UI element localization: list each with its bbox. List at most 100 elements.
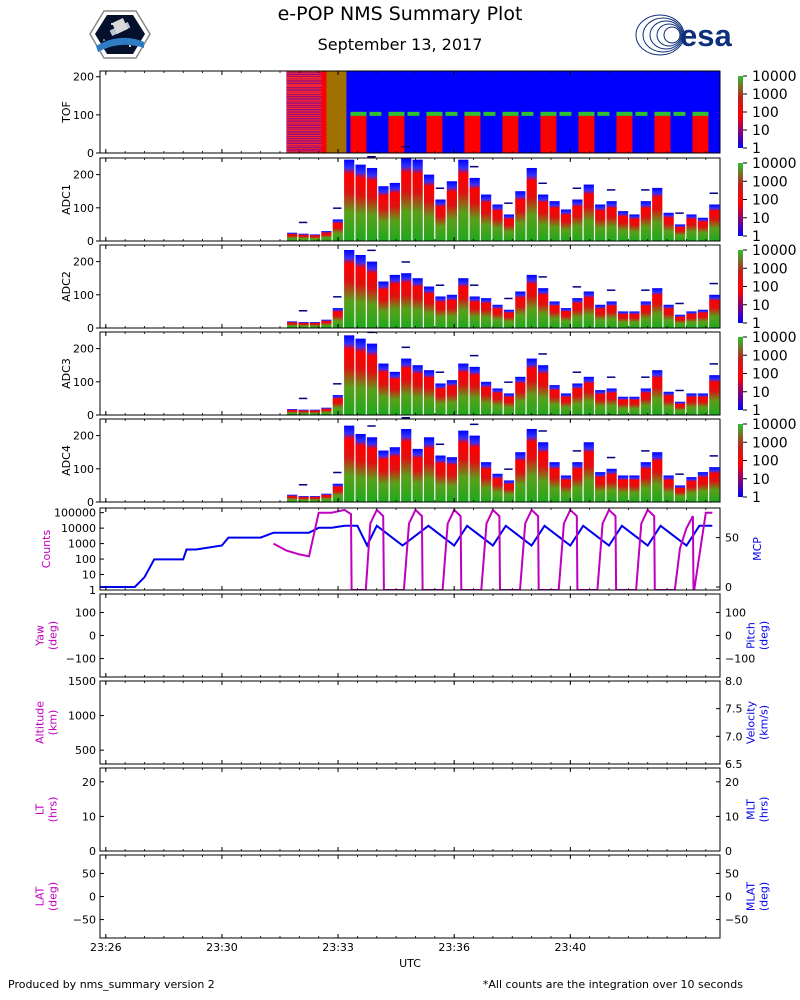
spectrogram-column — [446, 457, 457, 502]
y-tick-label: 100000 — [54, 507, 96, 520]
tof-column — [464, 111, 481, 153]
spectrogram-column — [697, 217, 708, 241]
y-tick-label: 1000 — [68, 538, 96, 551]
y-axis-label-left: LT(hrs) — [34, 797, 60, 823]
tof-band-segment — [445, 111, 458, 116]
spectrogram-column — [332, 219, 343, 241]
svg-text:esa: esa — [680, 18, 732, 53]
x-tick-label: 23:36 — [438, 941, 470, 954]
spectrogram-column — [423, 174, 435, 241]
x-axis-label: UTC — [399, 957, 421, 970]
spectrogram-column — [321, 493, 332, 502]
spectrogram-sparse-mark — [435, 371, 445, 373]
spectrogram-column — [435, 455, 446, 502]
tof-column — [350, 111, 367, 153]
spectrogram-column — [709, 294, 720, 328]
spectrogram-column — [709, 204, 720, 241]
spectrogram-sparse-mark — [435, 284, 445, 286]
tof-column — [388, 111, 405, 153]
tof-noise-line — [286, 146, 322, 148]
y2-tick-label: 0 — [725, 845, 732, 858]
spectrogram-column — [298, 496, 309, 502]
spectrogram-column — [458, 159, 469, 241]
mcp-line — [100, 524, 713, 588]
tof-noise-line — [286, 149, 322, 151]
panel-lt: LT(hrs) MLT(hrs) 0 10 20 0 10 20 — [34, 767, 771, 858]
y-tick-label: 100 — [75, 553, 96, 566]
tof-band-segment — [559, 111, 572, 116]
colorbar-tick-label: 1 — [752, 316, 761, 332]
y-tick-label: 100 — [73, 202, 94, 215]
panel-adc2: 10000 1000 100 10 1 ADC2 0 100 200 — [60, 243, 797, 335]
spectrogram-column — [469, 366, 480, 415]
y-tick-label: 10000 — [61, 522, 96, 535]
y2-tick-label: 100 — [725, 606, 746, 619]
y-tick-label: 1500 — [68, 675, 96, 688]
spectrogram-column — [674, 224, 686, 241]
spectrogram-sparse-mark — [435, 443, 445, 446]
panel-tof: 10000 1000 100 10 1 TOF 0 100 200 — [60, 69, 797, 160]
spectrogram-column — [686, 393, 697, 415]
spectrogram-column — [492, 473, 503, 502]
spectrogram-column — [435, 383, 446, 415]
colorbar — [738, 163, 743, 236]
y-axis-label-left: LAT(deg) — [34, 882, 60, 911]
spectrogram-column — [686, 311, 697, 328]
spectrogram-column — [583, 442, 594, 502]
tof-noise-line — [286, 109, 322, 111]
figure-date: September 13, 2017 — [318, 35, 483, 54]
spectrogram-column — [287, 232, 298, 241]
spectrogram-column — [572, 383, 583, 415]
y-tick-label: 50 — [82, 867, 96, 880]
spectrogram-column — [321, 319, 332, 328]
spectrogram-sparse-mark — [538, 182, 547, 185]
axes-frame — [99, 507, 721, 591]
y-axis-label-left: Yaw(deg) — [34, 621, 60, 650]
spectrogram-column — [332, 395, 343, 415]
tof-band-segment — [464, 111, 481, 116]
x-tick-label: 23:40 — [554, 941, 586, 954]
y-tick-label: 500 — [75, 744, 96, 757]
spectrogram-column — [355, 338, 366, 415]
mission-patch-logo — [89, 10, 151, 59]
panel-lat: LAT(deg) MLAT(deg) −50 0 50 −50 0 50 23:26 23:30 2… — [34, 854, 771, 970]
colorbar-tick-label: 1000 — [752, 435, 788, 451]
y-tick-label: −100 — [66, 653, 96, 666]
spectrogram-sparse-mark — [675, 389, 684, 392]
spectrogram-column — [401, 273, 412, 328]
y-tick-label: 20 — [82, 776, 96, 789]
spectrogram-column — [629, 396, 640, 415]
spectrogram-column — [640, 201, 651, 241]
tof-noise-line — [286, 102, 322, 104]
y-tick-label: 0 — [87, 322, 94, 335]
tof-column — [578, 111, 595, 153]
spectrogram-column — [595, 204, 606, 241]
tof-column — [445, 111, 458, 153]
tof-noise-line — [286, 108, 322, 109]
y-tick-label: 1 — [89, 584, 96, 597]
spectrogram-column — [617, 311, 629, 328]
spectrogram-column — [503, 480, 515, 502]
spectrogram-column — [663, 391, 674, 415]
spectrogram-column — [287, 321, 298, 328]
spectrogram-sparse-mark — [401, 261, 410, 263]
spectrogram-sparse-mark — [606, 189, 616, 191]
spectrogram-column — [458, 430, 469, 502]
y-axis-label-left: Altitude(km) — [34, 701, 60, 744]
spectrogram-sparse-mark — [641, 189, 650, 191]
spectrogram-column — [469, 435, 480, 502]
y2-tick-label: −50 — [725, 914, 748, 927]
spectrogram-column — [481, 381, 492, 415]
spectrogram-column — [378, 186, 389, 241]
y2-tick-label: 50 — [725, 532, 739, 545]
spectrogram-sparse-mark — [675, 473, 684, 475]
spectrogram-column — [674, 485, 686, 502]
tof-noise-line — [286, 113, 322, 115]
spectrogram-column — [640, 388, 651, 415]
colorbar-tick-label: 10000 — [752, 156, 797, 172]
spectrogram-sparse-mark — [538, 430, 547, 432]
spectrogram-column — [446, 181, 457, 241]
spectrogram-column — [572, 462, 583, 502]
tof-noise-line — [286, 77, 322, 79]
y-tick-label: 1000 — [68, 710, 96, 723]
